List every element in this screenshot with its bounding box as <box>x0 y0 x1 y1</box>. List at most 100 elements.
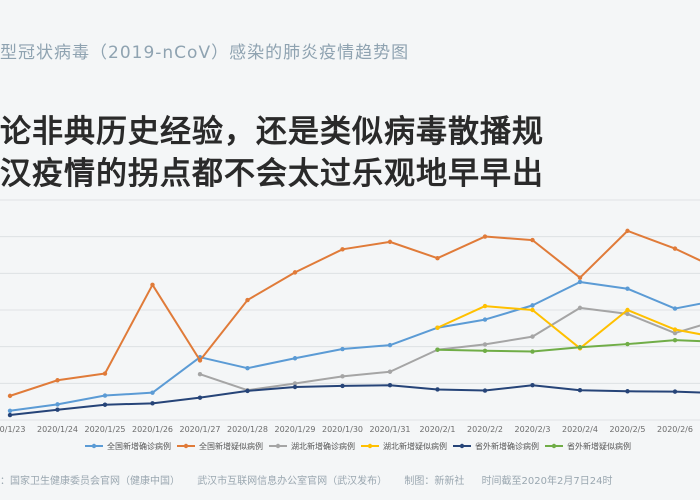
data-point <box>387 239 393 245</box>
x-tick-label: 2020/1/31 <box>369 425 410 434</box>
data-point <box>577 275 583 280</box>
data-point <box>387 342 393 348</box>
data-point <box>150 282 155 288</box>
data-point <box>672 306 678 311</box>
data-point <box>197 395 203 400</box>
maker-credit: 制图：新新社 <box>404 476 465 487</box>
data-point <box>245 365 250 371</box>
data-point <box>530 303 535 308</box>
legend-label: 湖北新增确诊病例 <box>291 441 355 451</box>
cutoff-time: 时间截至2020年2月7日24时 <box>481 476 613 487</box>
data-point <box>387 383 393 388</box>
data-point <box>672 337 678 343</box>
legend-label: 省外新增确诊病例 <box>475 441 539 451</box>
x-tick-label: 2020/2/3 <box>515 425 551 434</box>
data-point <box>7 412 13 418</box>
data-point <box>435 325 440 330</box>
data-point <box>625 286 630 291</box>
data-point <box>530 237 535 243</box>
series-line-2 <box>199 306 700 392</box>
data-point <box>625 389 630 394</box>
data-point <box>245 297 250 303</box>
data-point <box>55 407 60 412</box>
data-point <box>197 358 203 363</box>
x-tick-label: 2020/2/5 <box>610 425 646 434</box>
legend-marker <box>459 443 465 449</box>
data-point <box>530 349 535 354</box>
data-point <box>672 327 678 332</box>
data-point <box>577 279 583 285</box>
data-point <box>197 372 203 377</box>
data-point <box>482 388 488 393</box>
data-point <box>292 381 298 386</box>
data-point <box>625 307 630 313</box>
x-tick-label: 2020/1/28 <box>227 425 268 434</box>
data-point <box>387 369 393 374</box>
data-point <box>292 384 298 390</box>
source-part-2: 武汉市互联网信息办公室官网（武汉发布） <box>197 476 388 487</box>
data-point <box>340 383 345 389</box>
data-point <box>7 408 13 413</box>
x-tick-label: 2020/1/26 <box>132 425 173 434</box>
data-point <box>55 402 60 407</box>
x-tick-label: 2020/2/4 <box>562 425 598 434</box>
legend-marker <box>275 443 281 449</box>
data-point <box>577 305 583 311</box>
data-point <box>482 317 488 322</box>
legend-marker <box>367 443 373 449</box>
x-tick-label: 2020/1/29 <box>274 425 315 434</box>
data-point <box>150 390 155 395</box>
data-point <box>435 255 440 261</box>
data-point <box>150 401 155 406</box>
headline-line-1: 论非典历史经验，还是类似病毒散播规 <box>0 114 544 150</box>
x-tick-label: 2020/1/30 <box>322 425 363 434</box>
data-point <box>625 311 630 317</box>
x-tick-label: 20/1/23 <box>0 425 25 434</box>
data-point <box>672 246 678 251</box>
data-point <box>530 383 535 388</box>
x-tick-label: 2020/2/1 <box>420 425 456 434</box>
x-tick-label: 2020/1/25 <box>84 425 125 434</box>
legend-marker <box>183 443 189 449</box>
legend-marker <box>551 443 557 449</box>
data-point <box>482 348 488 354</box>
x-tick-label: 2020/2/2 <box>467 425 503 434</box>
data-point <box>102 371 108 376</box>
series-line-4 <box>9 384 700 417</box>
data-point <box>482 342 488 347</box>
data-point <box>577 387 583 393</box>
source-part-1: ：国家卫生健康委员会官网（健康中国） <box>0 476 180 487</box>
x-tick-label: 2020/1/27 <box>179 425 220 434</box>
data-point <box>435 347 440 352</box>
data-point <box>577 345 583 350</box>
data-point <box>625 228 630 234</box>
data-point <box>340 374 345 379</box>
data-point <box>672 330 678 336</box>
legend-label: 湖北新增疑似病例 <box>383 441 447 451</box>
data-point <box>245 388 250 394</box>
chart-subtitle: 型冠状病毒（2019-nCoV）感染的肺炎疫情趋势图 <box>0 43 410 63</box>
legend-label: 全国新增确诊病例 <box>107 441 171 451</box>
data-point <box>482 303 488 309</box>
legend-label: 全国新增疑似病例 <box>199 441 263 451</box>
data-point <box>672 389 678 394</box>
data-point <box>482 234 488 239</box>
data-point <box>435 387 440 392</box>
data-point <box>102 393 108 398</box>
data-point <box>7 393 13 399</box>
data-point <box>530 334 535 339</box>
series-line-0 <box>9 280 700 412</box>
data-point <box>292 356 298 361</box>
data-point <box>625 341 630 347</box>
x-tick-label: 2020/2/6 <box>657 425 693 434</box>
data-point <box>55 378 60 383</box>
data-point <box>292 270 298 275</box>
legend-marker <box>91 443 97 449</box>
data-point <box>530 307 535 313</box>
data-point <box>340 247 345 252</box>
x-tick-label: 2020/1/24 <box>37 425 78 434</box>
data-point <box>340 346 345 352</box>
data-point <box>102 402 108 407</box>
source-footer: ：国家卫生健康委员会官网（健康中国） 武汉市互联网信息办公室官网（武汉发布） 制… <box>0 472 700 487</box>
